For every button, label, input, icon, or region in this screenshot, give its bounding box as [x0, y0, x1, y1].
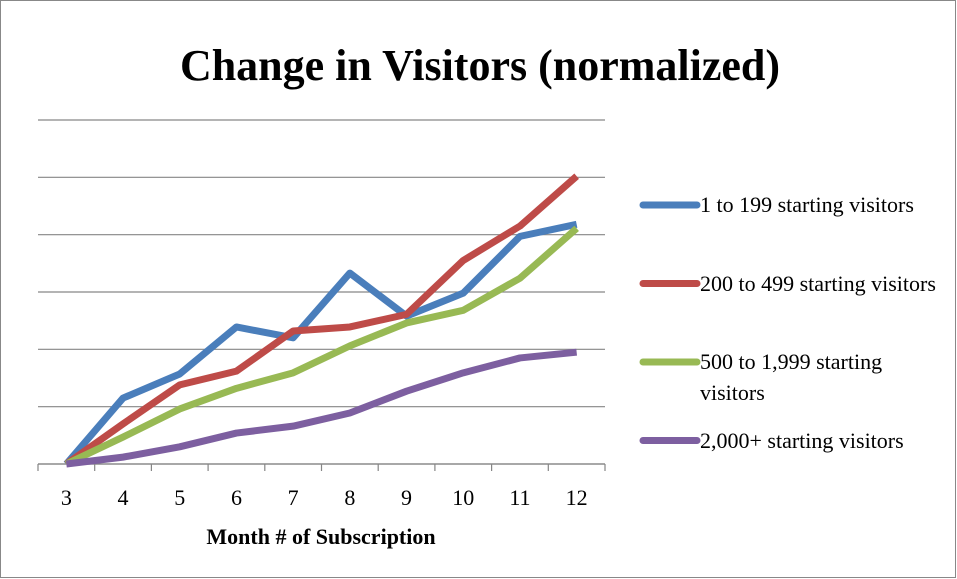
x-axis-label: Month # of Subscription: [206, 524, 435, 549]
x-tick-label: 5: [174, 485, 185, 510]
x-tick-label: 9: [401, 485, 412, 510]
legend-label: 1 to 199 starting visitors: [700, 192, 914, 217]
x-tick-label: 4: [118, 485, 129, 510]
legend-label: 200 to 499 starting visitors: [700, 270, 936, 296]
x-tick-label: 10: [452, 485, 474, 510]
series-line: [64, 173, 579, 467]
legend-label: 500 to 1,999 starting visitors: [700, 349, 883, 405]
x-tick-label: 6: [231, 485, 242, 510]
x-tick-label: 11: [509, 485, 530, 510]
x-tick-label: 3: [61, 485, 72, 510]
chart-title: Change in Visitors (normalized): [180, 41, 780, 90]
x-tick-label: 7: [288, 485, 299, 510]
series-line: [64, 225, 579, 468]
x-tick-label: 12: [566, 485, 588, 510]
x-tick-label: 8: [344, 485, 355, 510]
series-line: [63, 220, 578, 467]
series-line: [65, 348, 578, 468]
legend-label: 2,000+ starting visitors: [700, 427, 904, 453]
